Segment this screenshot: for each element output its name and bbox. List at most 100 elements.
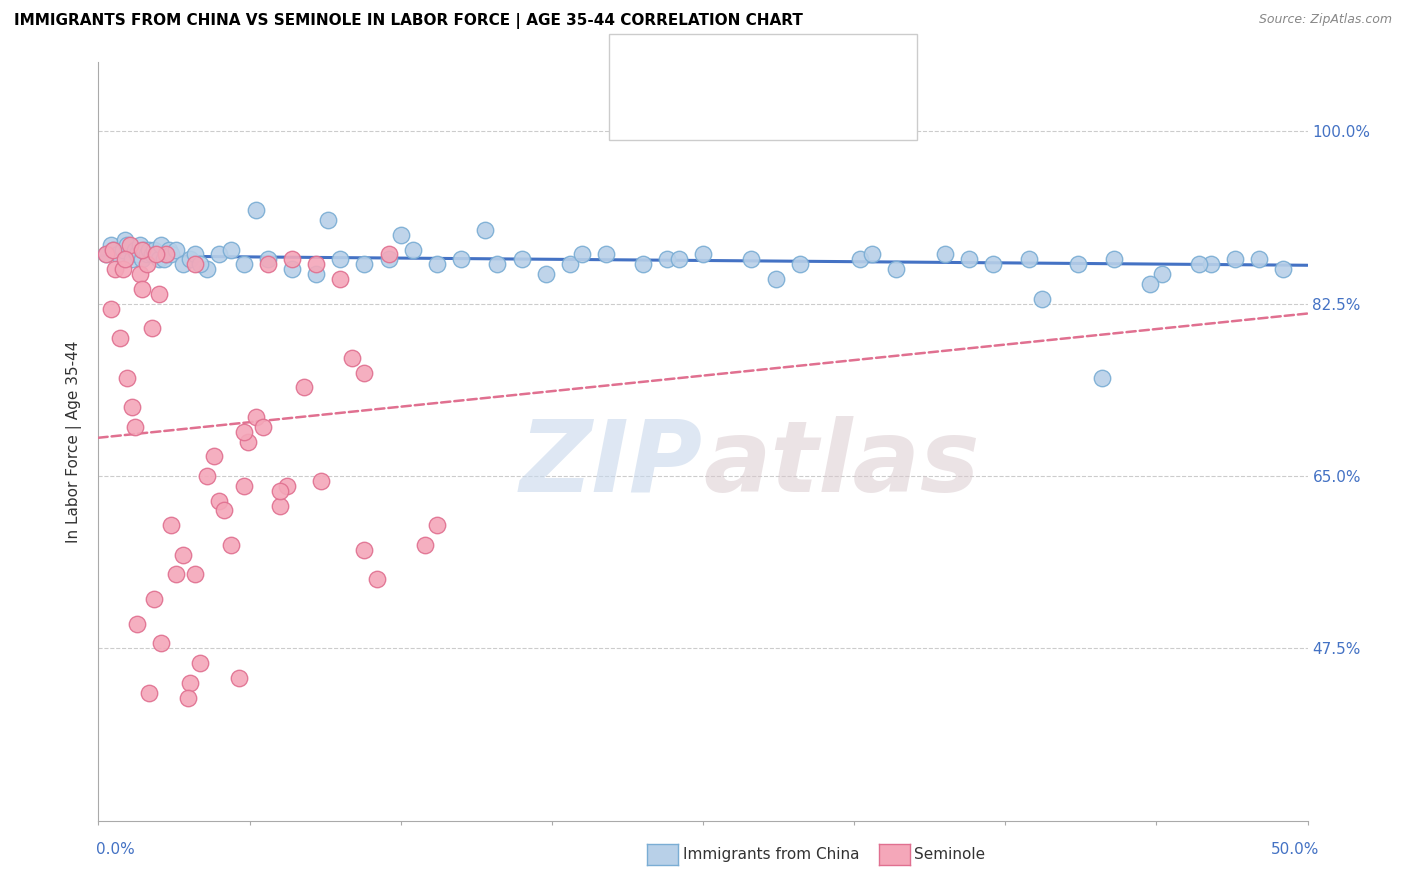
Point: [353, 257, 375, 271]
Point: [426, 518, 449, 533]
Point: [571, 247, 593, 261]
Point: [1199, 257, 1222, 271]
Text: R =: R =: [659, 102, 693, 116]
Point: [172, 548, 194, 562]
Point: [184, 257, 207, 271]
Point: [256, 257, 278, 271]
Y-axis label: In Labor Force | Age 35-44: In Labor Force | Age 35-44: [66, 341, 83, 542]
Point: [131, 243, 153, 257]
Point: [155, 247, 177, 261]
Text: R =: R =: [659, 58, 693, 72]
Point: [1152, 267, 1174, 281]
Point: [150, 636, 173, 650]
Point: [510, 252, 533, 267]
Point: [558, 257, 581, 271]
Point: [402, 243, 425, 257]
Point: [127, 616, 149, 631]
Point: [165, 243, 187, 257]
Point: [145, 247, 167, 261]
Point: [934, 247, 956, 261]
Point: [135, 257, 157, 271]
Text: Seminole: Seminole: [914, 847, 986, 862]
Point: [232, 479, 254, 493]
Point: [141, 321, 163, 335]
Point: [450, 252, 472, 267]
Point: [1188, 257, 1211, 271]
Point: [221, 538, 243, 552]
Point: [184, 247, 207, 261]
Point: [269, 483, 291, 498]
Point: [860, 247, 883, 261]
Point: [245, 203, 267, 218]
Text: N =: N =: [745, 102, 779, 116]
Point: [342, 351, 364, 365]
Point: [221, 243, 243, 257]
Point: [94, 247, 117, 261]
Point: [100, 237, 122, 252]
Point: [305, 267, 328, 281]
Point: [1272, 262, 1295, 277]
Point: [631, 257, 654, 271]
Point: [245, 409, 267, 424]
Point: [1223, 252, 1246, 267]
Point: [128, 237, 150, 252]
Point: [118, 237, 141, 252]
Text: 58: 58: [773, 102, 794, 116]
Point: [1031, 292, 1053, 306]
Point: [108, 331, 131, 345]
Point: [486, 257, 509, 271]
Point: [232, 257, 254, 271]
Point: [138, 685, 160, 699]
Point: [177, 690, 200, 705]
Point: [135, 247, 157, 261]
Point: [655, 252, 678, 267]
Point: [305, 257, 328, 271]
Point: [131, 252, 153, 267]
Point: [111, 262, 134, 277]
Point: [104, 262, 127, 277]
Point: [981, 257, 1004, 271]
Point: [188, 257, 211, 271]
Point: [117, 237, 139, 252]
Text: N =: N =: [745, 58, 779, 72]
Point: [886, 262, 908, 277]
Point: [101, 243, 124, 257]
Point: [281, 252, 304, 267]
Text: IMMIGRANTS FROM CHINA VS SEMINOLE IN LABOR FORCE | AGE 35-44 CORRELATION CHART: IMMIGRANTS FROM CHINA VS SEMINOLE IN LAB…: [14, 13, 803, 29]
Point: [740, 252, 762, 267]
Point: [188, 656, 211, 670]
Point: [114, 252, 136, 267]
Point: [124, 243, 146, 257]
Point: [143, 592, 166, 607]
Point: [377, 252, 399, 267]
Point: [1018, 252, 1040, 267]
Point: [1091, 370, 1114, 384]
Point: [184, 567, 207, 582]
Point: [204, 450, 226, 464]
Point: [377, 247, 399, 261]
Point: [121, 400, 143, 414]
Point: [353, 366, 375, 380]
Text: 77: 77: [773, 58, 794, 72]
Point: [252, 419, 274, 434]
Text: ZIP: ZIP: [520, 416, 703, 513]
Point: [413, 538, 436, 552]
Point: [145, 247, 167, 261]
Point: [127, 247, 149, 261]
Point: [100, 301, 122, 316]
Point: [148, 252, 170, 267]
Point: [1067, 257, 1090, 271]
Point: [534, 267, 557, 281]
Point: [238, 434, 260, 449]
Text: 0.063: 0.063: [689, 102, 737, 116]
Point: [316, 213, 339, 227]
Point: [107, 247, 129, 261]
Point: [195, 262, 218, 277]
Point: [281, 262, 304, 277]
Point: [256, 252, 278, 267]
Point: [155, 247, 177, 261]
Point: [1249, 252, 1271, 267]
Point: [474, 223, 496, 237]
Point: [94, 247, 117, 261]
Point: [269, 499, 291, 513]
